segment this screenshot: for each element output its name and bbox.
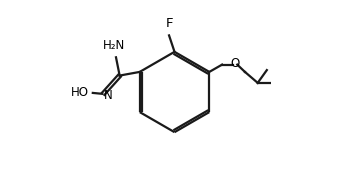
Text: HO: HO (71, 86, 89, 98)
Text: N: N (104, 89, 113, 102)
Text: H₂N: H₂N (103, 39, 125, 52)
Text: F: F (165, 17, 173, 30)
Text: O: O (230, 57, 239, 70)
